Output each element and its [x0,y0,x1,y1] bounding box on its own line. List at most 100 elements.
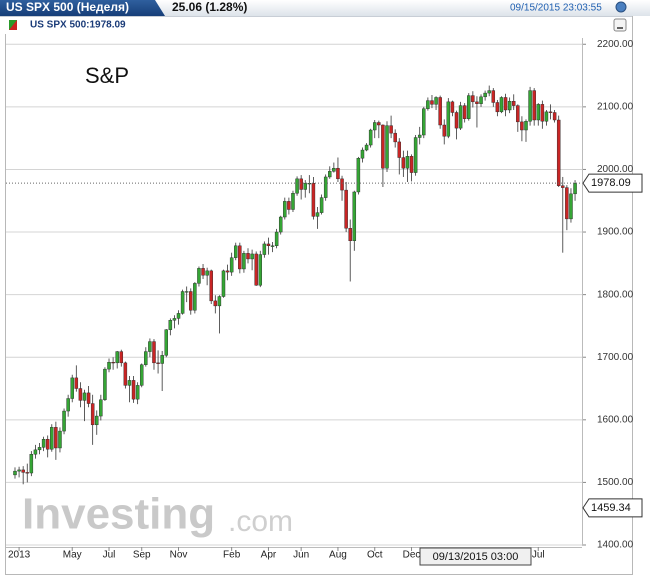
y-tick-label: 1800.00 [597,289,634,300]
low-marker-box [582,498,643,518]
candle-body [507,101,512,111]
candle-body [483,92,487,98]
candle-body [270,245,275,247]
candle-body [405,156,410,169]
candle-body [413,137,418,173]
candle-body [213,300,218,307]
candle-body [311,183,316,217]
candle-body [532,90,536,121]
candle-body [417,134,422,138]
candle-body [344,189,348,229]
candle-body [54,427,58,449]
candle-body [377,122,381,126]
candle-body [430,100,434,105]
candle-body [454,112,459,129]
candle-body [107,362,111,370]
candle-body [368,129,373,146]
header-timestamp: 09/15/2015 23:03:55 [510,3,602,14]
candle-body [197,268,201,284]
candle-body [193,283,197,311]
x-tick-label: 2013 [8,550,31,561]
candle-body [160,355,164,364]
crosshair-label: 09/13/2015 03:00 [433,551,519,563]
y-tick-label: 1700.00 [597,352,634,363]
candle-body [238,245,242,270]
candle-body [221,270,226,297]
candle-body [561,185,565,188]
candle-body [528,90,532,122]
candle-body [348,228,352,241]
candle-body [78,388,83,401]
candle-body [323,176,328,198]
candle-body [520,121,524,131]
x-tick-label: Aug [329,550,347,561]
x-tick-label: Apr [261,550,277,561]
x-tick-label: May [63,550,82,561]
candle-body [33,449,38,455]
candle-body [458,105,463,129]
candle-body [95,415,99,426]
x-tick-label: Nov [170,550,188,561]
candle-body [540,104,545,122]
y-tick-label: 1400.00 [597,540,634,551]
low-marker-label: 1459.34 [591,502,631,514]
header-tab [0,0,165,16]
candle-body [62,410,66,432]
candle-body [176,313,181,319]
candle-body [373,122,377,131]
candle-body [340,178,344,191]
candle-body [13,470,17,476]
y-tick-label: 1600.00 [597,414,634,425]
candle-body [45,439,50,450]
candle-body [397,141,401,158]
candle-body [442,124,446,137]
candle-body [295,178,299,194]
candle-body [393,132,397,143]
y-tick-label: 2100.00 [597,101,634,112]
last-price-label: 1978.09 [591,177,631,189]
candle-body [336,167,340,180]
crosshair-box [419,547,532,566]
candle-body [524,121,528,131]
candle-body [229,257,234,273]
minimize-button[interactable] [613,18,627,32]
x-tick-label: Jul [103,550,116,561]
candle-body [254,253,258,286]
candle-body [103,368,107,400]
globe-icon[interactable] [615,1,627,13]
candle-body [139,364,144,386]
candle-body [242,253,246,270]
candle-body [156,362,160,364]
candle-body [287,201,291,210]
candle-body [217,296,222,307]
y-tick-label: 1900.00 [597,227,634,238]
candle-body [123,362,128,386]
candle-body [385,125,389,169]
candle-body [209,270,213,302]
x-tick-label: Jul [532,550,545,561]
candle-body [144,351,148,365]
candle-body [41,439,46,448]
x-tick-label: Oct [367,550,383,561]
candle-body [536,104,540,121]
candle-body [552,112,557,121]
candle-body [283,201,287,218]
candle-body [50,427,54,450]
candle-body [434,97,438,105]
x-tick-label: Feb [223,550,241,561]
candle-body [250,253,254,260]
candle-body [127,380,132,386]
candle-body [503,97,508,111]
candle-body [291,193,295,210]
candle-body [401,157,406,169]
candle-body [303,183,307,190]
candle-body [184,291,189,293]
candle-body [426,100,430,109]
candle-body [119,351,124,364]
candle-body [446,101,451,137]
candle-body [205,270,209,276]
candle-body [111,362,115,364]
header-change: 25.06 (1.28%) [172,0,247,14]
candle-body [189,291,193,311]
